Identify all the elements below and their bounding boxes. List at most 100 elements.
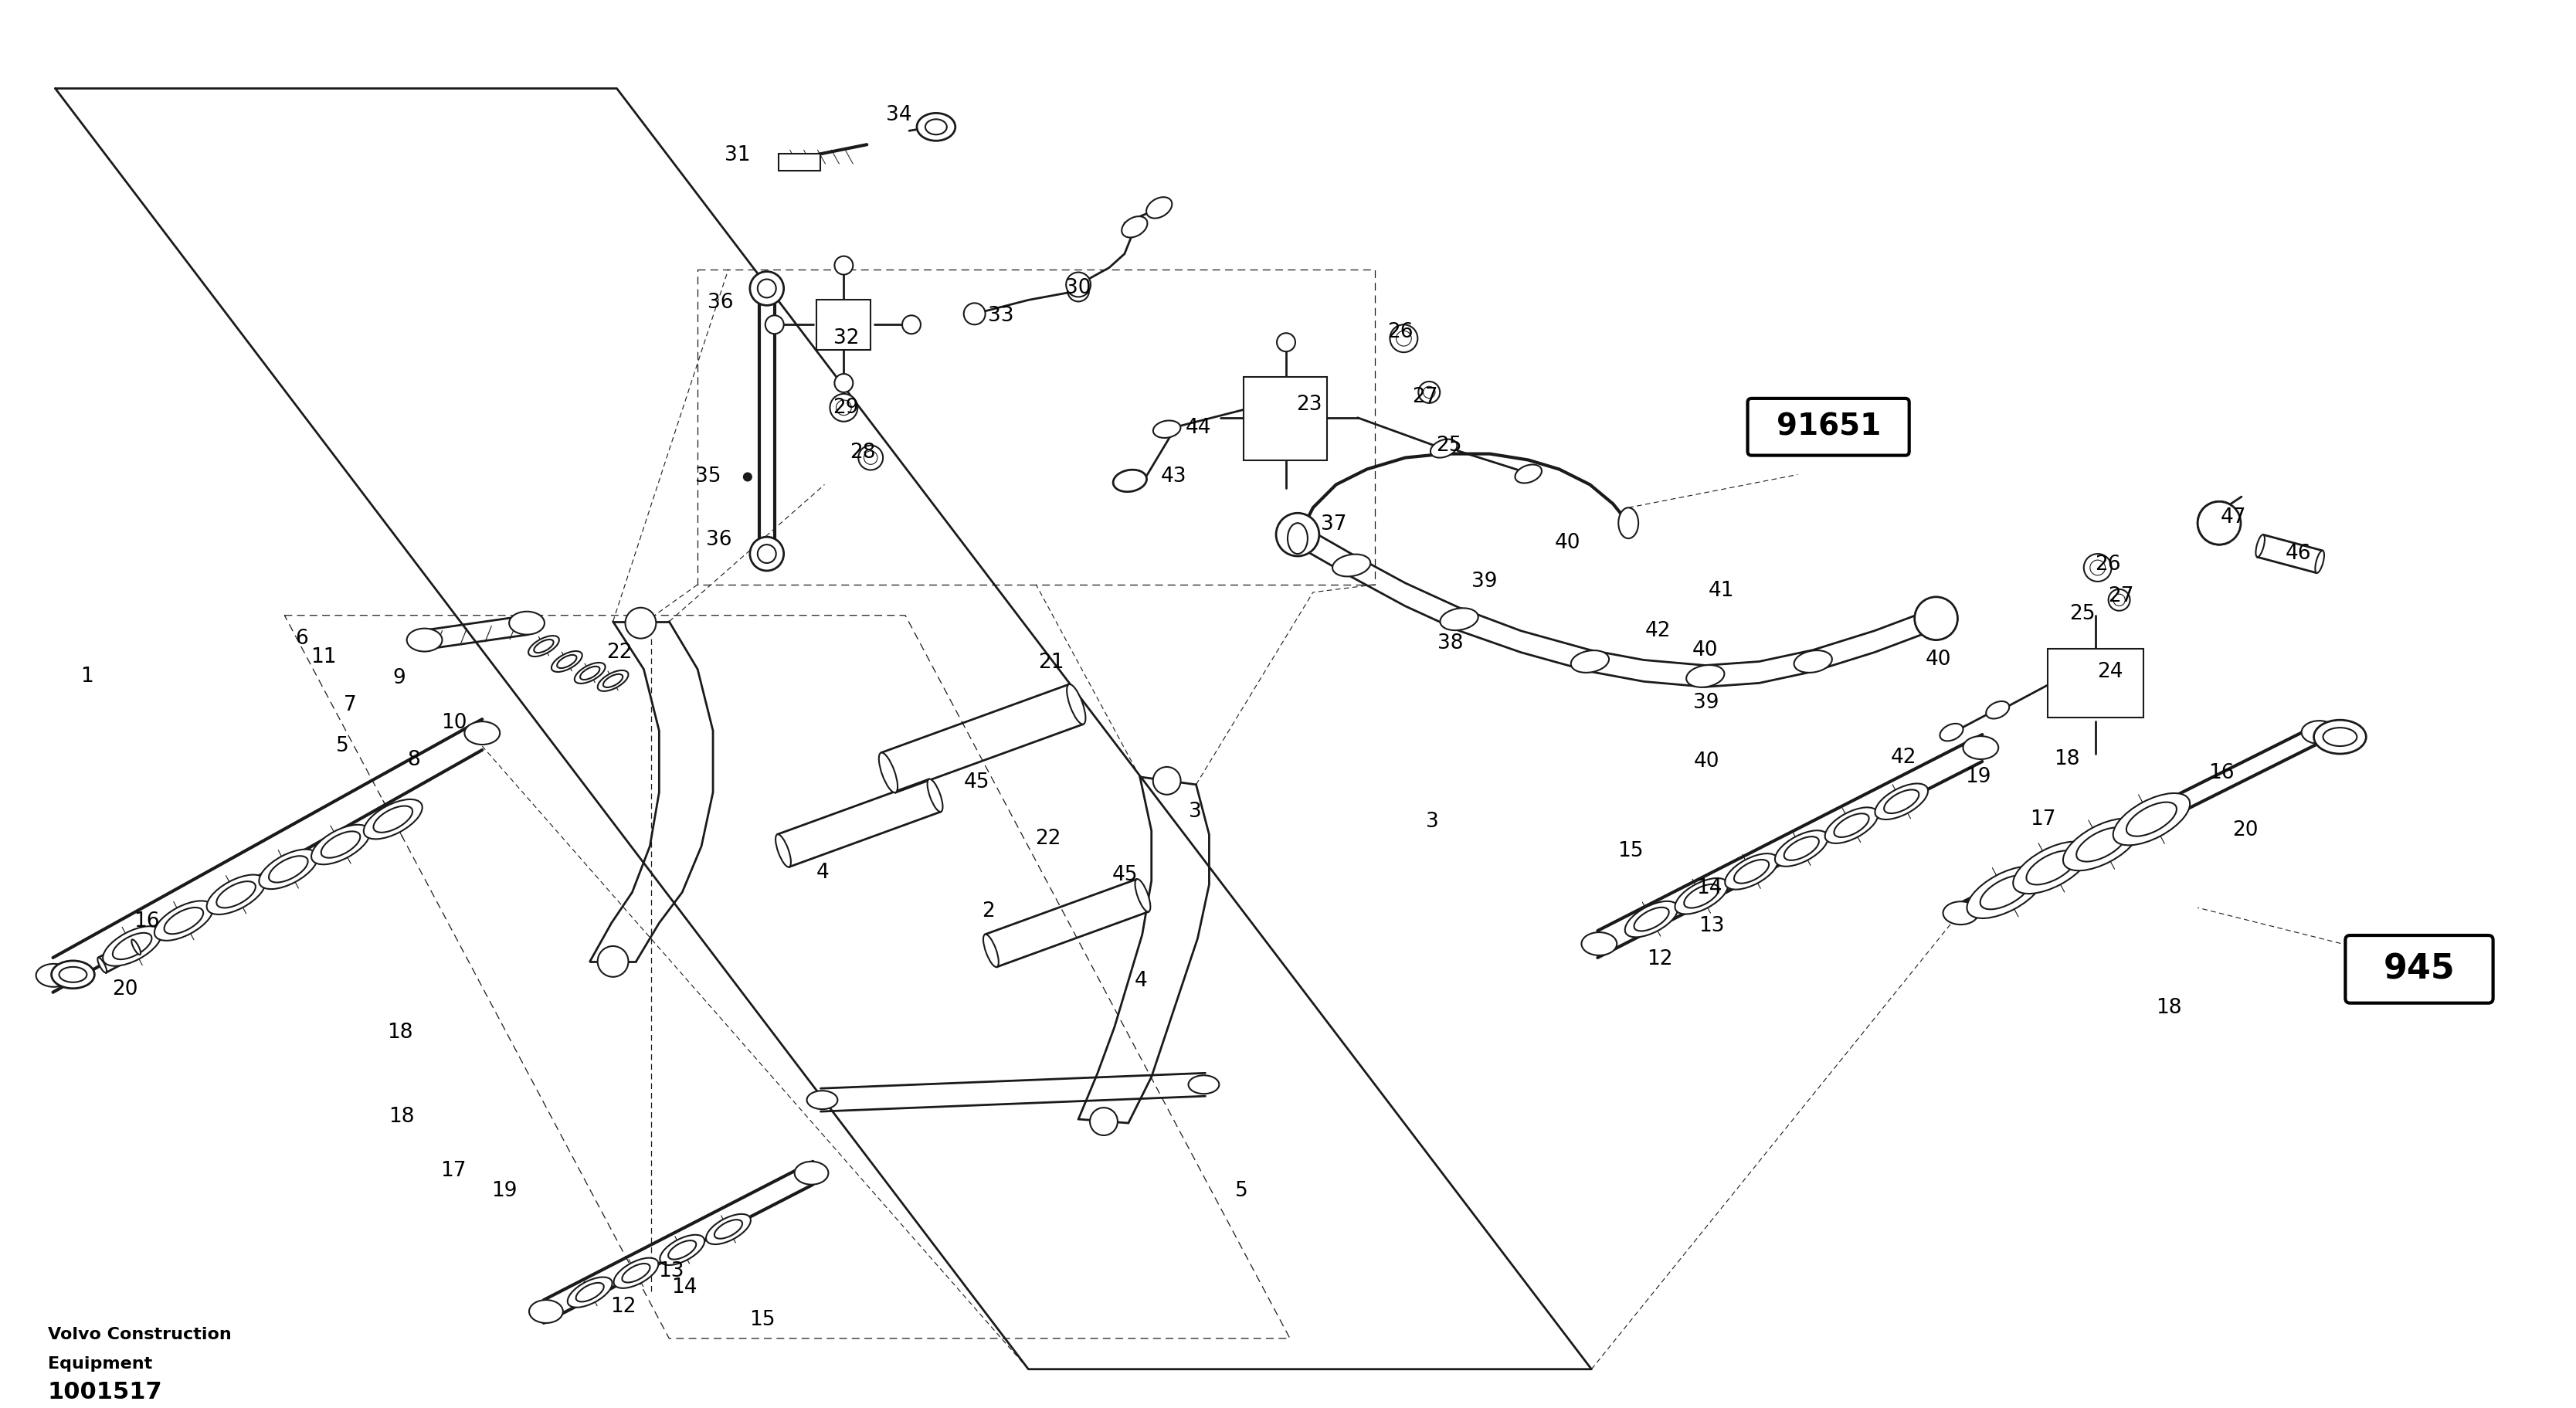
Ellipse shape <box>574 663 605 683</box>
Text: 5: 5 <box>335 736 348 756</box>
Ellipse shape <box>363 800 422 839</box>
Ellipse shape <box>312 825 371 865</box>
Ellipse shape <box>98 957 106 973</box>
Text: 6: 6 <box>296 628 309 649</box>
Ellipse shape <box>1288 522 1309 553</box>
Ellipse shape <box>1146 197 1172 218</box>
Ellipse shape <box>1981 876 2030 910</box>
Ellipse shape <box>165 908 204 934</box>
Ellipse shape <box>1618 508 1638 538</box>
Ellipse shape <box>2316 551 2324 573</box>
Ellipse shape <box>1515 465 1540 483</box>
Ellipse shape <box>1188 1076 1218 1094</box>
Text: 13: 13 <box>1698 917 1723 936</box>
Ellipse shape <box>533 639 554 653</box>
Text: 12: 12 <box>611 1297 636 1316</box>
Bar <box>2048 649 2143 718</box>
Ellipse shape <box>322 831 361 857</box>
Ellipse shape <box>775 835 791 867</box>
Text: 18: 18 <box>2053 749 2079 769</box>
Text: 34: 34 <box>886 106 912 125</box>
Text: 18: 18 <box>389 1107 415 1126</box>
Ellipse shape <box>667 1240 696 1259</box>
Ellipse shape <box>925 120 948 135</box>
Text: 18: 18 <box>386 1022 412 1042</box>
Ellipse shape <box>374 805 412 832</box>
Ellipse shape <box>1571 650 1610 673</box>
Text: 42: 42 <box>1643 621 1672 641</box>
Text: 14: 14 <box>1695 879 1723 898</box>
Text: 28: 28 <box>850 442 876 462</box>
Text: 23: 23 <box>1296 394 1321 414</box>
Text: 22: 22 <box>605 642 631 662</box>
Text: 25: 25 <box>1437 435 1463 455</box>
Text: 17: 17 <box>440 1160 466 1181</box>
Ellipse shape <box>1113 470 1146 491</box>
Text: 36: 36 <box>706 529 732 551</box>
Text: 39: 39 <box>1692 693 1718 712</box>
Ellipse shape <box>1883 790 1919 814</box>
Circle shape <box>1391 325 1417 352</box>
Text: 4: 4 <box>817 863 829 883</box>
Ellipse shape <box>52 960 95 988</box>
Ellipse shape <box>103 926 162 966</box>
Text: 47: 47 <box>2221 508 2246 528</box>
Text: 4: 4 <box>1133 970 1146 991</box>
Ellipse shape <box>1633 907 1669 931</box>
Ellipse shape <box>1726 853 1777 890</box>
Ellipse shape <box>1121 217 1146 238</box>
Text: 15: 15 <box>1618 842 1643 862</box>
Text: 20: 20 <box>113 979 139 1000</box>
Ellipse shape <box>1332 555 1370 576</box>
Text: 45: 45 <box>1113 866 1139 886</box>
Circle shape <box>765 315 783 334</box>
Ellipse shape <box>1734 860 1770 883</box>
Ellipse shape <box>528 636 559 656</box>
Text: 19: 19 <box>492 1181 518 1201</box>
Circle shape <box>902 315 920 334</box>
Circle shape <box>1066 280 1090 301</box>
Circle shape <box>1066 272 1090 297</box>
Text: Volvo Construction: Volvo Construction <box>46 1326 232 1342</box>
Text: 10: 10 <box>440 712 466 734</box>
Text: 16: 16 <box>134 911 160 932</box>
Circle shape <box>1422 386 1435 398</box>
Ellipse shape <box>113 934 152 959</box>
Circle shape <box>757 545 775 563</box>
Text: 38: 38 <box>1437 634 1463 653</box>
Text: 19: 19 <box>1965 767 1991 787</box>
Text: 27: 27 <box>2107 586 2133 607</box>
Ellipse shape <box>268 856 309 883</box>
Circle shape <box>750 536 783 570</box>
Ellipse shape <box>621 1263 649 1283</box>
Text: 32: 32 <box>832 328 858 349</box>
Text: 45: 45 <box>963 772 989 793</box>
Bar <box>822 304 868 346</box>
Text: 31: 31 <box>724 145 750 165</box>
Ellipse shape <box>1968 866 2043 918</box>
Circle shape <box>835 375 853 393</box>
Text: 12: 12 <box>1646 949 1672 969</box>
Text: 26: 26 <box>1386 322 1412 342</box>
Ellipse shape <box>714 1219 742 1239</box>
Ellipse shape <box>1625 901 1677 938</box>
Text: 36: 36 <box>708 293 734 313</box>
Text: 14: 14 <box>672 1277 698 1298</box>
Text: 2: 2 <box>981 901 994 922</box>
Text: 3: 3 <box>1425 811 1440 832</box>
Text: 16: 16 <box>2208 763 2233 783</box>
Circle shape <box>1419 382 1440 403</box>
Circle shape <box>863 451 878 465</box>
FancyBboxPatch shape <box>2344 935 2494 1002</box>
Ellipse shape <box>659 1235 706 1266</box>
Text: 8: 8 <box>407 750 420 770</box>
Ellipse shape <box>580 666 600 680</box>
Ellipse shape <box>603 674 623 687</box>
Text: 46: 46 <box>2285 543 2311 563</box>
Ellipse shape <box>59 967 88 983</box>
Circle shape <box>835 256 853 275</box>
Text: 29: 29 <box>832 397 858 418</box>
Text: 26: 26 <box>2094 555 2120 574</box>
Bar <box>2050 652 2141 714</box>
Ellipse shape <box>917 113 956 141</box>
